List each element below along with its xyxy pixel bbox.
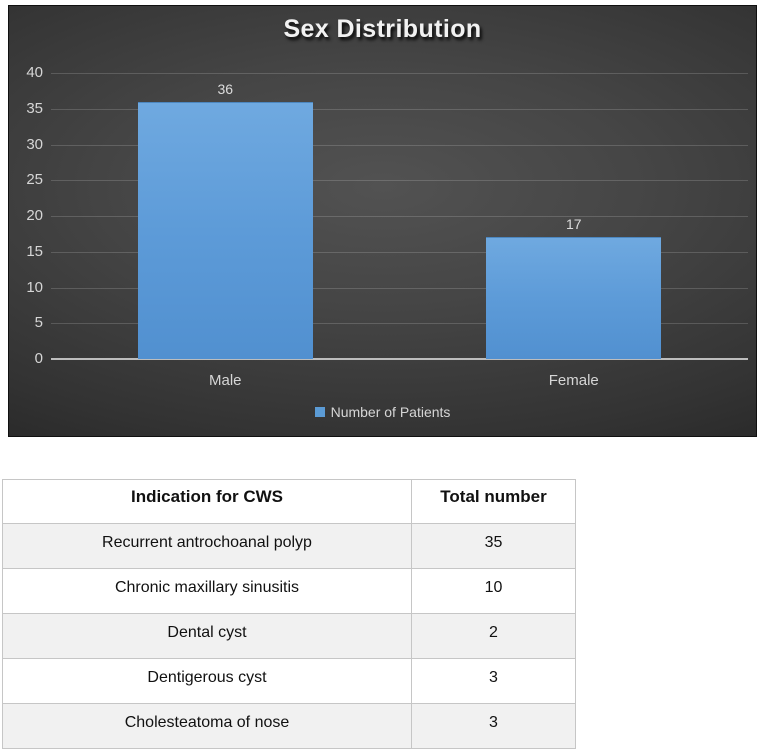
y-axis-tick-label: 15 bbox=[26, 242, 43, 260]
indication-table: Indication for CWS Total number Recurren… bbox=[2, 479, 576, 749]
chart-legend: Number of Patients bbox=[9, 403, 756, 421]
bar-value-label: 17 bbox=[565, 216, 582, 233]
table-cell-total: 3 bbox=[411, 658, 576, 704]
table-cell-indication: Recurrent antrochoanal polyp bbox=[2, 523, 412, 569]
gridline bbox=[51, 216, 748, 217]
gridline bbox=[51, 144, 748, 146]
y-axis-tick-label: 40 bbox=[26, 64, 43, 81]
legend-label: Number of Patients bbox=[330, 404, 451, 420]
table-header-indication: Indication for CWS bbox=[2, 479, 412, 524]
gridline bbox=[51, 73, 748, 74]
y-axis-tick-label: 30 bbox=[26, 135, 43, 153]
table-row: Cholesteatoma of nose 3 bbox=[2, 703, 576, 749]
y-axis-tick-label: 10 bbox=[26, 278, 43, 296]
y-axis-tick-label: 35 bbox=[26, 99, 43, 117]
table-cell-total: 10 bbox=[411, 568, 576, 614]
table-row: Dentigerous cyst 3 bbox=[2, 658, 576, 704]
sex-distribution-chart: Sex Distribution 0 5 10 15 20 25 30 35 40 36 Male 1… bbox=[8, 5, 757, 437]
table-cell-indication: Dental cyst bbox=[2, 613, 412, 659]
gridline bbox=[51, 323, 748, 325]
bar-female bbox=[486, 237, 662, 359]
table-cell-total: 3 bbox=[411, 703, 576, 749]
table-row: Recurrent antrochoanal polyp 35 bbox=[2, 523, 576, 569]
table-cell-indication: Cholesteatoma of nose bbox=[2, 703, 412, 749]
x-axis-line bbox=[51, 358, 748, 360]
table-cell-total: 35 bbox=[411, 523, 576, 569]
x-axis-category-label: Female bbox=[548, 372, 599, 389]
y-axis-tick-label: 20 bbox=[26, 207, 43, 224]
gridline bbox=[51, 251, 748, 253]
plot-area: 0 5 10 15 20 25 30 35 40 36 Male 17 Female bbox=[26, 64, 748, 389]
table-cell-indication: Dentigerous cyst bbox=[2, 658, 412, 704]
gridline bbox=[51, 108, 748, 110]
table-row: Dental cyst 2 bbox=[2, 613, 576, 659]
gridline bbox=[51, 180, 748, 182]
y-axis-tick-label: 25 bbox=[26, 171, 43, 189]
x-axis-category-label: Male bbox=[208, 372, 242, 389]
chart-title: Sex Distribution bbox=[283, 15, 482, 43]
table-header-row: Indication for CWS Total number bbox=[2, 479, 576, 524]
table-row: Chronic maxillary sinusitis 10 bbox=[2, 568, 576, 614]
bar-value-label: 36 bbox=[217, 80, 234, 97]
gridline bbox=[51, 287, 748, 289]
legend-swatch-icon bbox=[314, 407, 325, 417]
bar-male bbox=[137, 101, 313, 359]
y-axis-tick-label: 5 bbox=[34, 314, 43, 332]
table-body: Recurrent antrochoanal polyp 35 Chronic ma… bbox=[2, 523, 576, 749]
table-header-total: Total number bbox=[411, 479, 576, 524]
table-cell-indication: Chronic maxillary sinusitis bbox=[2, 568, 412, 614]
table-cell-total: 2 bbox=[411, 613, 576, 659]
y-axis-tick-label: 0 bbox=[34, 350, 43, 367]
